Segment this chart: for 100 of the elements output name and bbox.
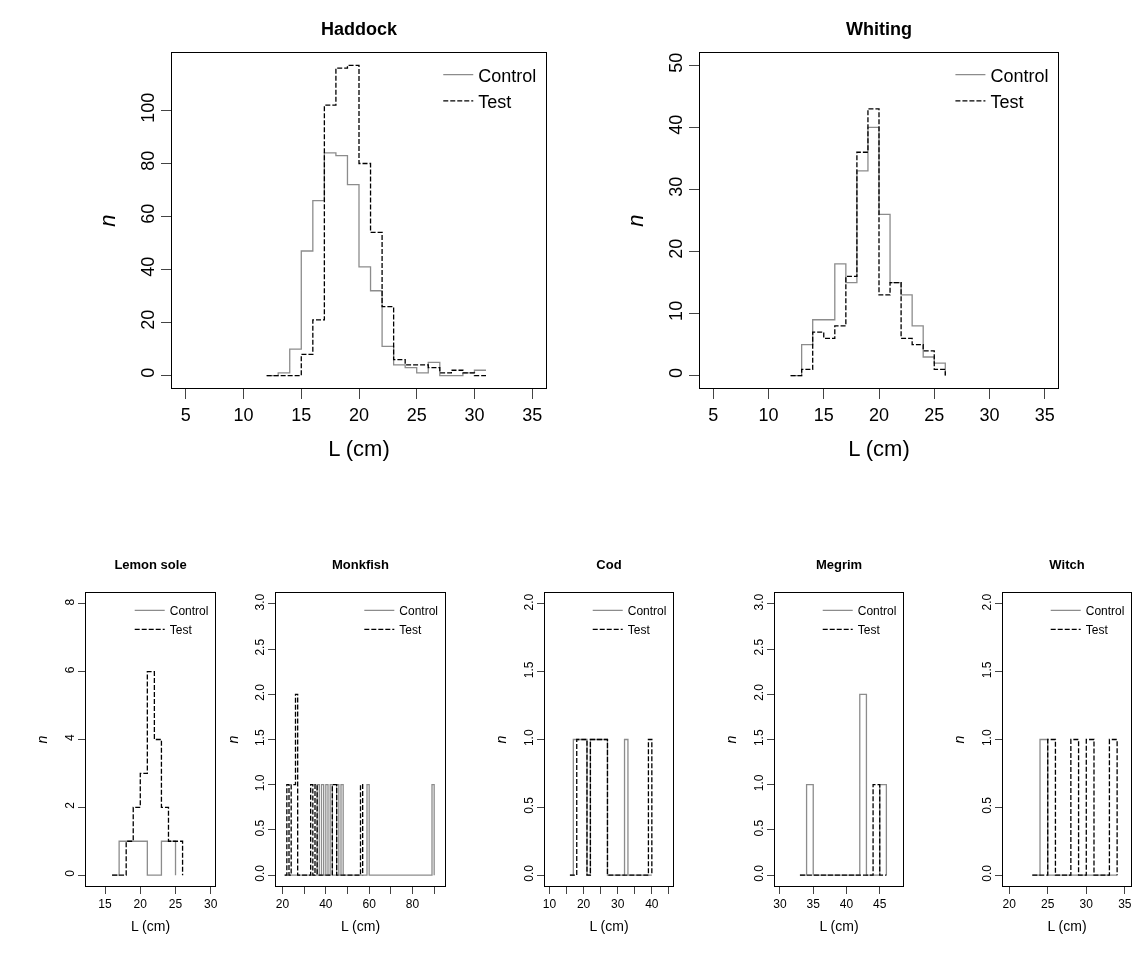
y-tick-label: 0.5 bbox=[521, 796, 536, 814]
y-tick-label: 80 bbox=[137, 150, 158, 171]
x-tick-label: 15 bbox=[98, 897, 113, 911]
x-tick-label: 35 bbox=[1118, 897, 1132, 911]
x-tick-label: 20 bbox=[348, 404, 370, 425]
legend-label: Control bbox=[627, 604, 667, 619]
y-tick-label: 0.5 bbox=[751, 819, 766, 837]
y-tick-label: 2.0 bbox=[252, 683, 267, 701]
legend-label: Test bbox=[478, 91, 512, 112]
x-tick-label: 35 bbox=[522, 404, 543, 425]
x-tick-label: 30 bbox=[204, 897, 218, 911]
y-tick-label: 2.0 bbox=[751, 683, 766, 701]
legend-label: Control bbox=[857, 604, 897, 619]
y-tick-label: 60 bbox=[137, 203, 158, 224]
y-tick-label: 0.0 bbox=[252, 864, 267, 882]
y-axis-title: n bbox=[493, 735, 510, 744]
y-tick-label: 2.5 bbox=[751, 638, 766, 656]
y-tick-label: 0 bbox=[62, 869, 77, 877]
x-axis-title: L (cm) bbox=[819, 918, 859, 935]
x-tick-label: 80 bbox=[405, 897, 420, 911]
x-tick-label: 10 bbox=[542, 897, 557, 911]
x-axis-title: L (cm) bbox=[130, 918, 171, 935]
x-tick-label: 10 bbox=[233, 404, 254, 425]
y-axis-title: n bbox=[225, 735, 241, 744]
x-tick-label: 25 bbox=[924, 404, 945, 425]
chart-title: Whiting bbox=[846, 19, 912, 40]
y-tick-label: 0 bbox=[137, 367, 158, 378]
y-tick-label: 3.0 bbox=[252, 593, 267, 611]
y-tick-label: 2.0 bbox=[979, 593, 994, 611]
x-axis-title: L (cm) bbox=[848, 435, 910, 461]
x-tick-label: 40 bbox=[645, 897, 659, 911]
x-tick-label: 5 bbox=[708, 404, 719, 425]
y-tick-label: 1.5 bbox=[521, 661, 536, 679]
y-tick-label: 40 bbox=[137, 256, 158, 277]
x-tick-label: 30 bbox=[611, 897, 625, 911]
y-tick-label: 1.0 bbox=[252, 774, 267, 792]
x-axis-title: L (cm) bbox=[340, 918, 381, 935]
legend-label: Test bbox=[399, 623, 422, 638]
y-tick-label: 2.5 bbox=[252, 638, 267, 656]
legend-label: Test bbox=[990, 91, 1024, 112]
x-tick-label: 40 bbox=[319, 897, 333, 911]
y-axis-title: n bbox=[723, 735, 740, 744]
chart-title: Cod bbox=[596, 557, 622, 573]
y-tick-label: 0.0 bbox=[979, 864, 994, 882]
y-tick-label: 30 bbox=[665, 176, 686, 197]
y-axis-title: n bbox=[622, 214, 648, 227]
x-tick-label: 25 bbox=[1041, 897, 1055, 911]
y-tick-label: 0.5 bbox=[252, 819, 267, 837]
y-tick-label: 0.5 bbox=[979, 796, 994, 814]
x-tick-label: 20 bbox=[576, 897, 591, 911]
y-tick-label: 10 bbox=[665, 300, 686, 321]
x-tick-label: 30 bbox=[464, 404, 485, 425]
y-tick-label: 100 bbox=[137, 92, 158, 123]
legend-label: Control bbox=[478, 65, 537, 86]
x-tick-label: 20 bbox=[275, 897, 290, 911]
legend-label: Control bbox=[1085, 604, 1125, 619]
x-tick-label: 25 bbox=[168, 897, 183, 911]
x-tick-label: 35 bbox=[806, 897, 821, 911]
y-tick-label: 2.0 bbox=[521, 593, 536, 611]
x-tick-label: 45 bbox=[873, 897, 887, 911]
x-axis-title: L (cm) bbox=[1047, 918, 1087, 935]
y-tick-label: 0.0 bbox=[521, 864, 536, 882]
y-tick-label: 1.5 bbox=[751, 729, 766, 747]
x-tick-label: 60 bbox=[362, 897, 377, 911]
x-tick-label: 35 bbox=[1034, 404, 1055, 425]
x-tick-label: 15 bbox=[813, 404, 834, 425]
chart-title: Haddock bbox=[320, 19, 398, 40]
y-tick-label: 1.0 bbox=[979, 729, 994, 747]
y-tick-label: 0 bbox=[665, 367, 686, 378]
y-tick-label: 4 bbox=[62, 734, 77, 742]
y-tick-label: 1.5 bbox=[252, 729, 267, 747]
y-tick-label: 1.5 bbox=[979, 661, 994, 679]
legend-label: Test bbox=[1085, 623, 1109, 638]
y-tick-label: 20 bbox=[137, 309, 158, 330]
y-tick-label: 1.0 bbox=[521, 729, 536, 747]
chart-title: Witch bbox=[1049, 557, 1085, 573]
y-axis-title: n bbox=[34, 735, 51, 744]
legend-label: Test bbox=[169, 623, 193, 638]
x-tick-label: 20 bbox=[1002, 897, 1017, 911]
y-axis-title: n bbox=[94, 214, 120, 227]
y-tick-label: 6 bbox=[62, 666, 77, 674]
legend-label: Control bbox=[399, 604, 438, 619]
y-tick-label: 40 bbox=[665, 114, 686, 135]
legend-label: Control bbox=[169, 604, 209, 619]
y-tick-label: 0.0 bbox=[751, 864, 766, 882]
x-tick-label: 30 bbox=[1079, 897, 1094, 911]
x-tick-label: 40 bbox=[839, 897, 854, 911]
x-axis-title: L (cm) bbox=[328, 435, 390, 461]
chart-title: Lemon sole bbox=[114, 557, 187, 573]
x-tick-label: 25 bbox=[406, 404, 427, 425]
y-tick-label: 8 bbox=[62, 598, 77, 606]
legend-label: Test bbox=[857, 623, 881, 638]
y-axis-title: n bbox=[951, 735, 968, 744]
y-tick-label: 3.0 bbox=[751, 593, 766, 611]
legend-label: Test bbox=[627, 623, 651, 638]
y-tick-label: 1.0 bbox=[751, 774, 766, 792]
y-tick-label: 50 bbox=[665, 52, 686, 73]
y-tick-label: 2 bbox=[62, 801, 77, 809]
x-tick-label: 20 bbox=[868, 404, 890, 425]
x-tick-label: 5 bbox=[180, 404, 191, 425]
